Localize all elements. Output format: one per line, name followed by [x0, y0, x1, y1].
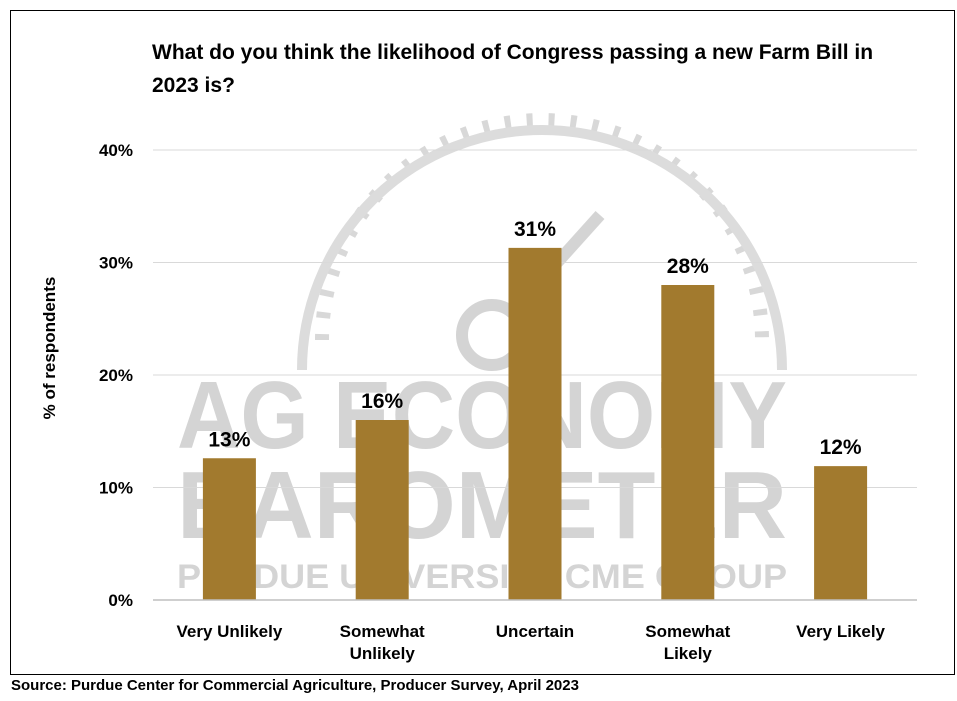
source-note: Source: Purdue Center for Commercial Agr… — [11, 677, 579, 694]
data-label: 12% — [820, 436, 862, 459]
x-category-label: Very Likely — [796, 622, 885, 641]
y-tick-label: 40% — [99, 141, 133, 160]
x-category-label: Very Unlikely — [176, 622, 282, 641]
data-label: 31% — [514, 218, 556, 241]
x-category-label: Somewhat Likely — [645, 622, 730, 663]
y-axis-ticks: 0% 10% 20% 30% 40% — [99, 141, 133, 610]
bar — [355, 420, 409, 600]
data-label: 16% — [361, 390, 403, 413]
x-category-label: Uncertain — [496, 622, 574, 641]
y-tick-label: 20% — [99, 366, 133, 385]
y-tick-label: 10% — [99, 479, 133, 498]
watermark-gauge-ring — [297, 125, 787, 371]
bar — [202, 458, 256, 600]
bar — [814, 466, 868, 600]
y-tick-label: 0% — [108, 591, 133, 610]
x-category-label: Somewhat Unlikely — [340, 622, 425, 663]
y-tick-label: 30% — [99, 254, 133, 273]
x-axis-categories: Very Unlikely Somewhat Unlikely Uncertain So… — [176, 622, 885, 663]
bar — [661, 285, 715, 600]
data-label: 13% — [208, 428, 250, 451]
chart-frame — [10, 10, 955, 675]
data-label: 28% — [667, 255, 709, 278]
bar — [508, 247, 562, 600]
data-labels: 13% 16% 31% 28% 12% — [208, 218, 862, 459]
chart-title: What do you think the likelihood of Cong… — [152, 41, 874, 97]
bars — [202, 247, 868, 600]
